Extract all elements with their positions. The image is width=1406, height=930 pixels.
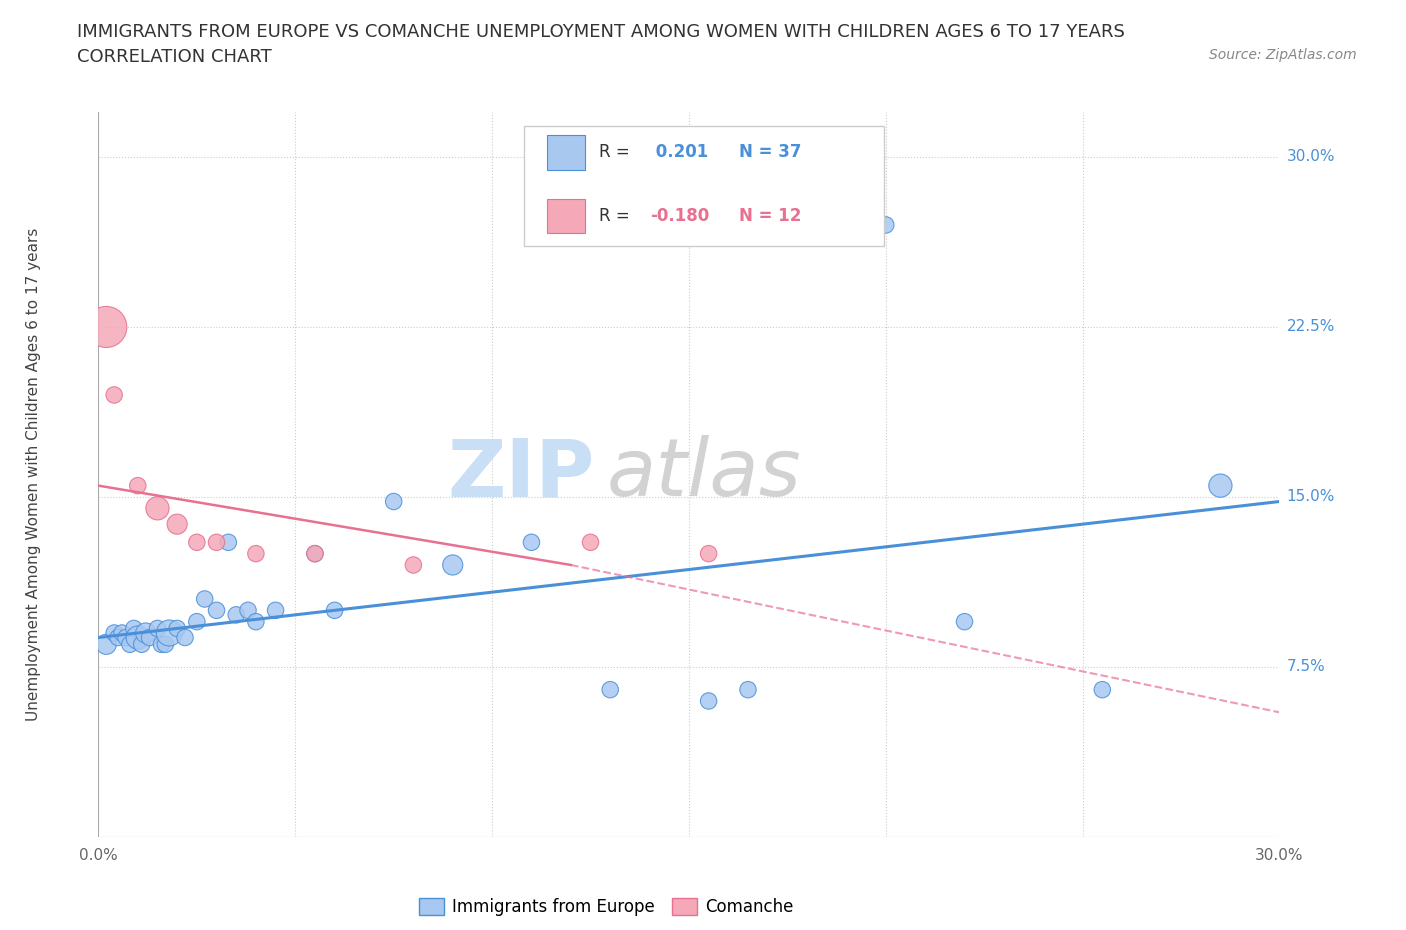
- Point: [186, 535, 208, 550]
- Point: [146, 501, 169, 516]
- Point: [150, 637, 173, 652]
- Point: [157, 626, 180, 641]
- Text: -0.180: -0.180: [650, 207, 709, 225]
- Text: 0.0%: 0.0%: [79, 848, 118, 863]
- Point: [304, 546, 326, 561]
- Point: [953, 614, 976, 629]
- Text: 15.0%: 15.0%: [1286, 489, 1334, 504]
- Point: [441, 558, 464, 573]
- Point: [304, 546, 326, 561]
- Point: [127, 631, 149, 645]
- FancyBboxPatch shape: [547, 199, 585, 233]
- Point: [875, 218, 897, 232]
- Point: [697, 694, 720, 709]
- Point: [264, 603, 287, 618]
- Text: N = 12: N = 12: [738, 207, 801, 225]
- Text: 7.5%: 7.5%: [1286, 659, 1324, 674]
- Point: [96, 637, 118, 652]
- Point: [131, 637, 153, 652]
- Point: [122, 621, 145, 636]
- Point: [96, 320, 118, 335]
- Point: [402, 558, 425, 573]
- Point: [205, 603, 228, 618]
- Text: ZIP: ZIP: [447, 435, 595, 513]
- Point: [166, 621, 188, 636]
- Point: [697, 546, 720, 561]
- Point: [118, 637, 141, 652]
- Text: atlas: atlas: [606, 435, 801, 513]
- Point: [382, 494, 405, 509]
- Point: [217, 535, 239, 550]
- Point: [174, 631, 197, 645]
- Point: [103, 388, 125, 403]
- Point: [245, 614, 267, 629]
- Point: [146, 621, 169, 636]
- Text: 0.201: 0.201: [650, 143, 709, 161]
- Point: [245, 546, 267, 561]
- Point: [579, 535, 602, 550]
- Point: [323, 603, 346, 618]
- Text: 30.0%: 30.0%: [1256, 848, 1303, 863]
- Point: [103, 626, 125, 641]
- Point: [166, 517, 188, 532]
- Legend: Immigrants from Europe, Comanche: Immigrants from Europe, Comanche: [412, 892, 800, 923]
- FancyBboxPatch shape: [547, 135, 585, 169]
- Text: N = 37: N = 37: [738, 143, 801, 161]
- Point: [205, 535, 228, 550]
- Text: R =: R =: [599, 207, 630, 225]
- Point: [1091, 683, 1114, 698]
- Point: [111, 626, 134, 641]
- Text: IMMIGRANTS FROM EUROPE VS COMANCHE UNEMPLOYMENT AMONG WOMEN WITH CHILDREN AGES 6: IMMIGRANTS FROM EUROPE VS COMANCHE UNEMP…: [77, 23, 1125, 41]
- Point: [1209, 478, 1232, 493]
- FancyBboxPatch shape: [523, 126, 884, 246]
- Text: CORRELATION CHART: CORRELATION CHART: [77, 48, 273, 66]
- Point: [599, 683, 621, 698]
- Text: 30.0%: 30.0%: [1286, 150, 1334, 165]
- Point: [520, 535, 543, 550]
- Point: [135, 626, 157, 641]
- Point: [107, 631, 129, 645]
- Point: [737, 683, 759, 698]
- Point: [225, 607, 247, 622]
- Point: [194, 591, 217, 606]
- Point: [115, 631, 138, 645]
- Point: [186, 614, 208, 629]
- Text: R =: R =: [599, 143, 630, 161]
- Point: [138, 631, 160, 645]
- Point: [127, 478, 149, 493]
- Text: Source: ZipAtlas.com: Source: ZipAtlas.com: [1209, 48, 1357, 62]
- Text: 22.5%: 22.5%: [1286, 319, 1334, 335]
- Point: [155, 637, 177, 652]
- Text: Unemployment Among Women with Children Ages 6 to 17 years: Unemployment Among Women with Children A…: [25, 228, 41, 721]
- Point: [236, 603, 259, 618]
